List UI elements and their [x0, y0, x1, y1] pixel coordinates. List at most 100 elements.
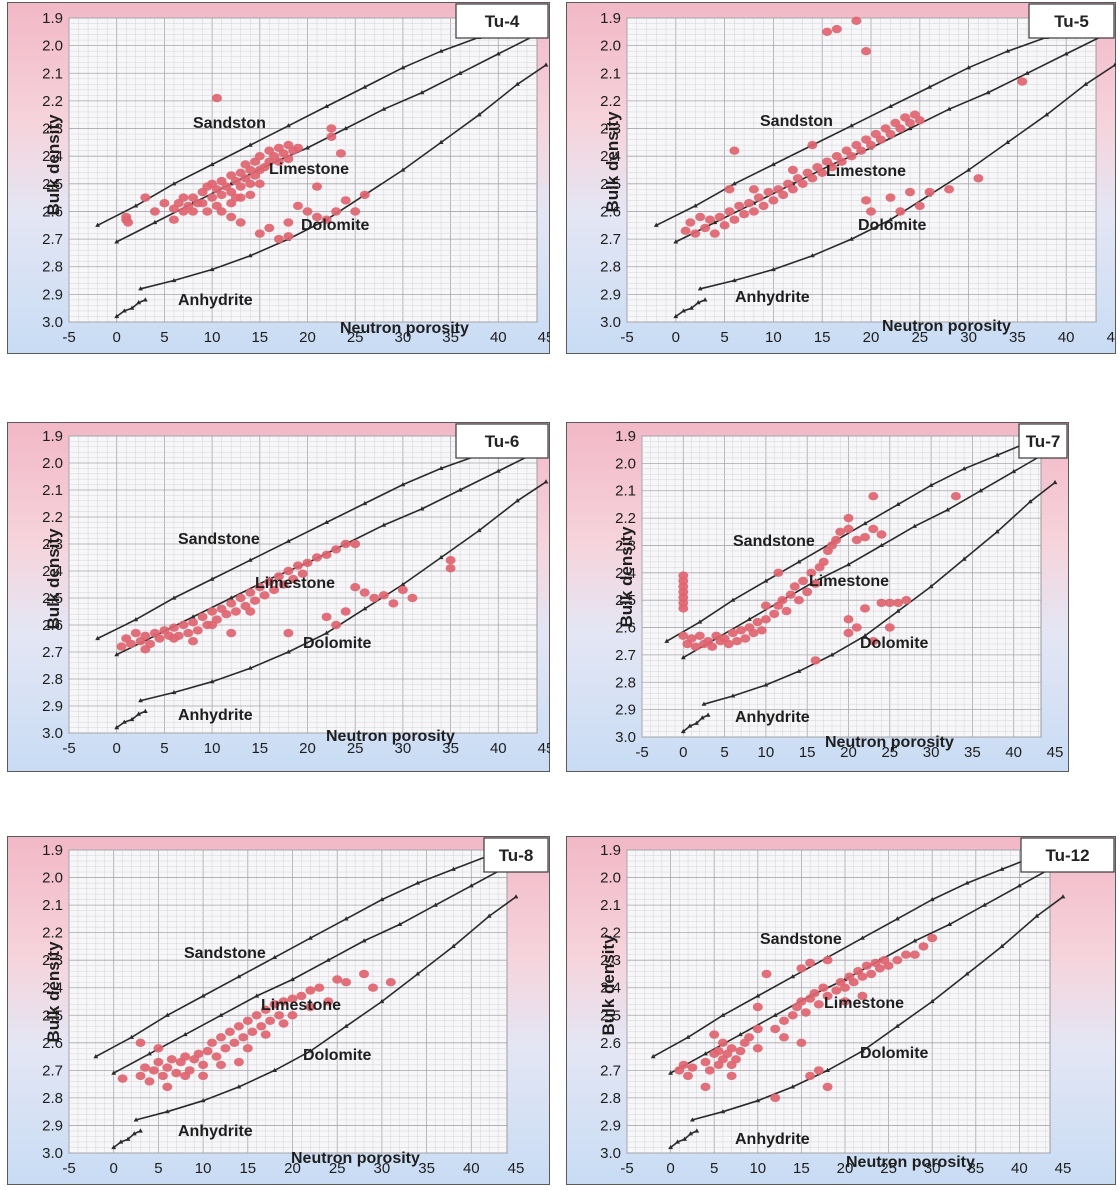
data-point — [331, 620, 342, 630]
y-tick-label: 2.1 — [600, 65, 621, 82]
anhydrite-label: Anhydrite — [178, 707, 253, 724]
data-point — [901, 950, 911, 959]
sandstone-label: Sandston — [760, 113, 833, 130]
y-tick-label: 2.9 — [42, 698, 63, 715]
data-point — [739, 210, 750, 219]
data-point — [283, 154, 294, 164]
line-marker — [95, 635, 101, 641]
anhydrite-label: Anhydrite — [735, 289, 810, 306]
data-point — [188, 207, 198, 216]
line-marker — [457, 70, 463, 75]
line-marker — [879, 542, 884, 548]
line-marker — [247, 253, 253, 258]
data-point — [245, 190, 256, 200]
x-tick-label: 20 — [284, 1160, 301, 1177]
line-marker — [966, 65, 971, 70]
x-axis-label: Neutron porosity — [291, 1150, 420, 1167]
line-marker — [171, 689, 177, 695]
data-point — [770, 1093, 781, 1103]
x-tick-label: 45 — [1055, 1160, 1072, 1177]
data-point — [918, 942, 929, 951]
line-marker — [894, 916, 900, 921]
data-point — [312, 553, 322, 562]
line-marker — [543, 62, 549, 67]
scatter-chart-svg: 1.9 2.0 2.1 2.2 2.3 2.4 2.5 2.6 2.7 2.8 2.9 3.0-5 0 5… — [7, 2, 554, 354]
data-point — [905, 118, 915, 128]
line-marker — [419, 90, 425, 95]
data-point — [822, 1082, 833, 1092]
data-point — [769, 609, 780, 619]
line-marker — [964, 971, 970, 976]
data-point — [202, 207, 213, 216]
limestone-label: Limestone — [809, 573, 889, 590]
data-point — [732, 637, 742, 646]
data-point — [166, 1055, 177, 1064]
x-tick-label: 35 — [418, 1160, 435, 1177]
data-point — [321, 550, 332, 559]
y-tick-label: 2.9 — [600, 286, 621, 303]
data-point — [178, 193, 189, 202]
line-marker — [825, 1067, 830, 1072]
x-tick-label: 15 — [251, 740, 268, 757]
data-point — [260, 1005, 271, 1014]
y-tick-label: 2.2 — [600, 925, 621, 942]
y-tick-label: 2.7 — [42, 1062, 63, 1079]
y-tick-label: 2.3 — [600, 121, 621, 138]
line-marker — [1017, 883, 1022, 888]
x-tick-label: 15 — [799, 744, 816, 761]
y-tick-label: 2.5 — [600, 1007, 621, 1024]
data-point — [835, 527, 846, 536]
data-point — [856, 146, 867, 155]
y-tick-label: 2.1 — [615, 483, 636, 500]
data-point — [235, 218, 246, 227]
y-axis-label: Bulk density — [599, 934, 618, 1036]
anhydrite-label: Anhydrite — [178, 292, 253, 309]
y-tick-label: 2.3 — [615, 537, 636, 554]
y-tick-label: 1.9 — [600, 10, 621, 27]
well-label-box — [1018, 423, 1068, 459]
line-marker — [1005, 139, 1011, 144]
y-tick-label: 1.9 — [615, 428, 636, 445]
x-tick-label: 40 — [1011, 1160, 1028, 1177]
data-point — [407, 593, 418, 603]
data-point — [162, 1082, 173, 1092]
line-marker — [895, 608, 901, 613]
data-point — [883, 961, 894, 970]
data-point — [748, 207, 759, 216]
y-tick-label: 2.2 — [600, 93, 621, 110]
scatter-chart-svg: 1.9 2.0 2.1 2.2 2.3 2.4 2.5 2.6 2.7 2.8 2.9 3.0-5 0 5… — [7, 836, 550, 1185]
data-point — [168, 215, 179, 224]
line-marker — [810, 253, 815, 258]
line-marker — [209, 266, 215, 272]
data-point — [822, 991, 833, 1001]
x-tick-label: 0 — [666, 1160, 674, 1177]
data-point — [254, 152, 265, 161]
line-marker — [415, 880, 421, 885]
well-label-box — [1028, 3, 1115, 39]
data-point — [773, 568, 784, 577]
data-point — [226, 212, 237, 222]
x-tick-label: 25 — [329, 1160, 346, 1177]
sandstone-label: Sandstone — [178, 531, 260, 548]
data-point — [287, 1011, 298, 1020]
y-tick-label: 2.7 — [600, 231, 621, 248]
data-point — [704, 1066, 715, 1075]
y-tick-label: 2.4 — [42, 563, 63, 580]
dolomite-line — [700, 64, 1116, 290]
x-tick-label: 5 — [720, 744, 728, 761]
data-point — [278, 1019, 289, 1028]
data-point — [350, 539, 361, 549]
data-point — [211, 1052, 222, 1061]
dolomite-label: Dolomite — [860, 635, 929, 652]
data-point — [752, 1024, 763, 1034]
well-label: Tu-6 — [485, 432, 520, 451]
line-marker — [397, 921, 403, 926]
data-point — [778, 190, 789, 200]
data-point — [207, 193, 218, 202]
data-point — [822, 27, 833, 36]
panel-border — [7, 2, 550, 354]
data-point — [796, 964, 807, 973]
line-marker — [999, 866, 1005, 871]
scatter-chart-svg: 1.9 2.0 2.1 2.2 2.3 2.4 2.5 2.6 2.7 2.8 2.9 3.0-5 0 5… — [566, 836, 1116, 1185]
line-marker — [324, 103, 329, 109]
